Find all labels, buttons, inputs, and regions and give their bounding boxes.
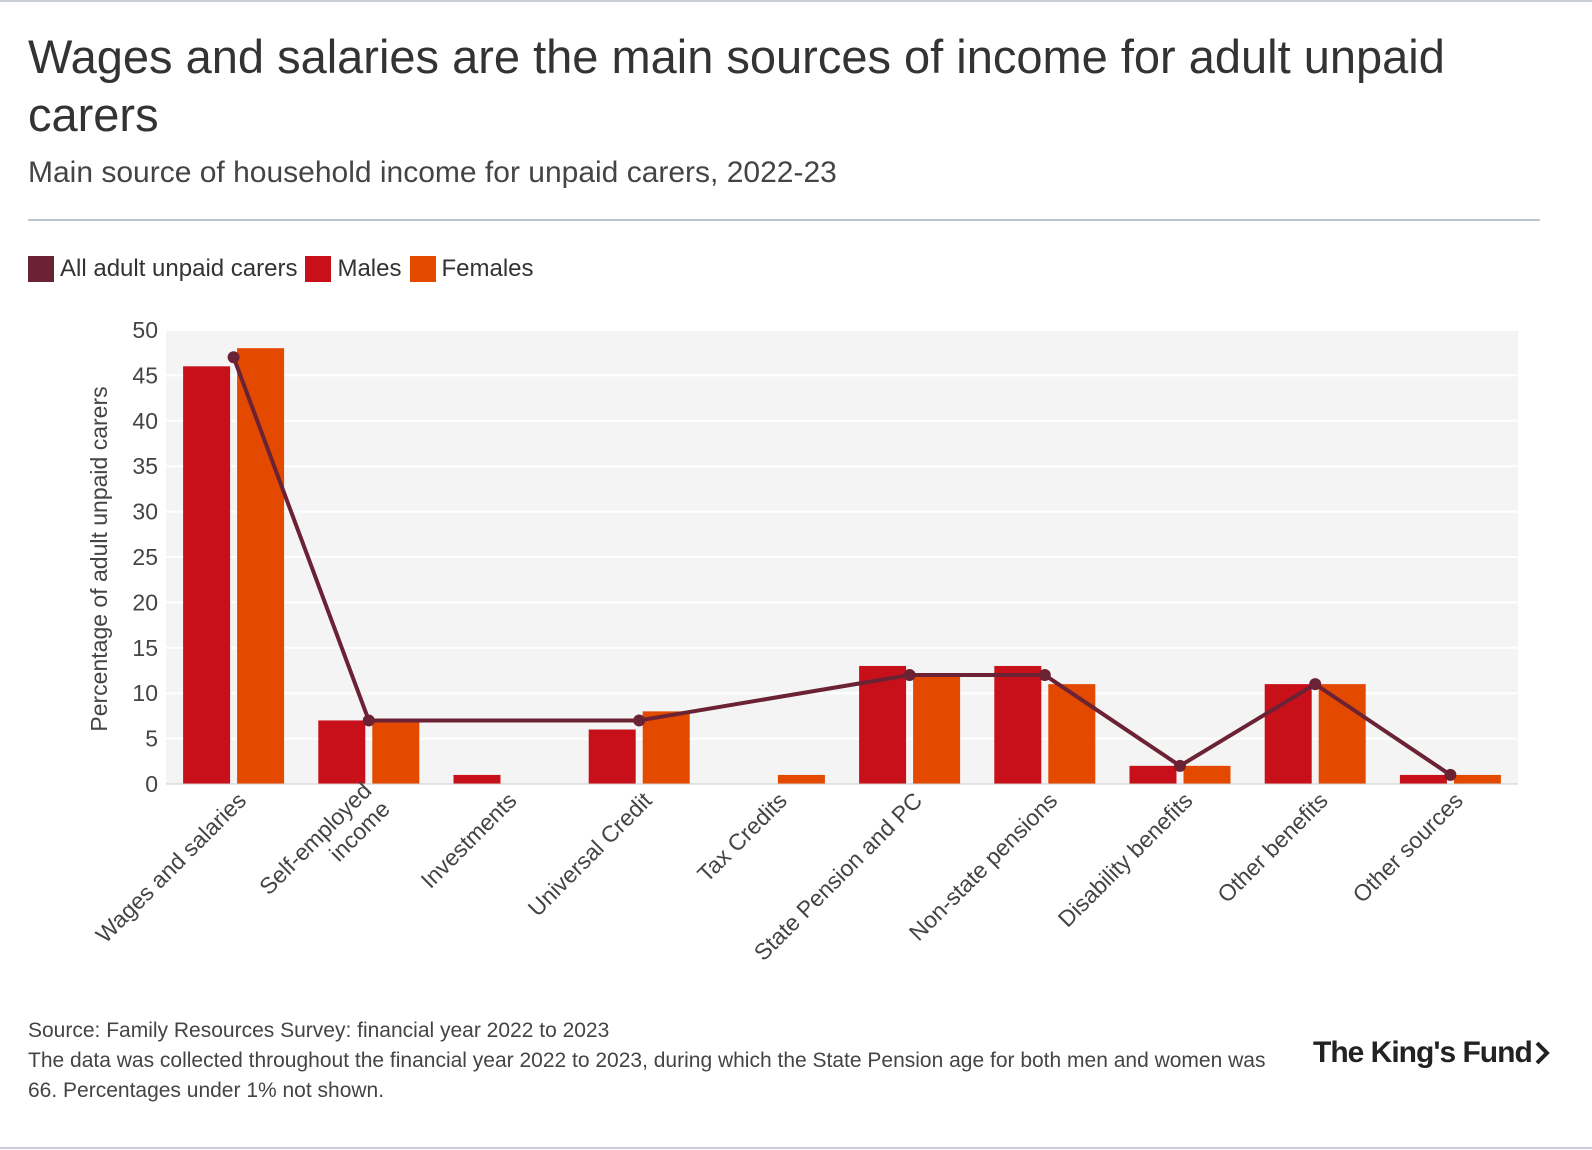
legend-item-males[interactable]: Males — [305, 255, 402, 283]
legend: All adult unpaid carers Males Females — [28, 253, 542, 285]
logo-chevron-icon — [1535, 1041, 1550, 1065]
y-tick-label: 50 — [132, 317, 158, 343]
kings-fund-logo: The King's Fund — [1313, 1036, 1550, 1070]
bar-females-7[interactable] — [1048, 684, 1096, 784]
legend-item-females[interactable]: Females — [409, 255, 534, 283]
bar-females-8[interactable] — [1183, 765, 1231, 784]
logo-text: The King's Fund — [1313, 1036, 1533, 1069]
y-tick-label: 20 — [132, 589, 158, 615]
bar-females-4[interactable] — [642, 711, 690, 784]
data-note: The data was collected throughout the fi… — [28, 1049, 1266, 1102]
x-tick-label: Other benefits — [1212, 787, 1333, 908]
bar-females-9[interactable] — [1318, 684, 1366, 784]
bar-females-5[interactable] — [777, 774, 825, 784]
bar-males-7[interactable] — [994, 665, 1042, 784]
bar-males-3[interactable] — [453, 774, 501, 784]
y-tick-label: 10 — [132, 680, 158, 706]
point-all-carers-6[interactable] — [1174, 759, 1186, 772]
x-tick-label: Other sources — [1347, 787, 1468, 908]
x-tick-label: Wages and salaries — [91, 787, 252, 948]
footer: Source: Family Resources Survey: financi… — [28, 1016, 1278, 1106]
line-all-carers — [231, 356, 1452, 777]
y-axis-label: Percentage of adult unpaid carers — [86, 386, 112, 731]
y-tick-label: 35 — [132, 453, 158, 479]
bar-females-1[interactable] — [237, 348, 285, 784]
bar-females-6[interactable] — [913, 675, 961, 784]
legend-label-all: All adult unpaid carers — [60, 255, 298, 282]
y-tick-label: 5 — [145, 726, 158, 752]
bar-chart: 0 5 10 15 20 25 30 35 40 45 50 Percentage of adult … — [86, 317, 1518, 966]
bar-males-10[interactable] — [1399, 774, 1447, 784]
bar-males-2[interactable] — [318, 720, 366, 784]
legend-swatch-all — [28, 256, 54, 282]
y-tick-label: 45 — [132, 362, 158, 388]
y-tick-label: 0 — [145, 771, 158, 797]
legend-swatch-males — [305, 256, 332, 282]
point-all-carers-2[interactable] — [362, 714, 375, 727]
x-tick-label: Disability benefits — [1053, 787, 1198, 932]
x-tick-label: Universal Credit — [523, 787, 658, 922]
y-tick-label: 15 — [132, 635, 158, 661]
x-tick-label: Non-state pensions — [904, 787, 1063, 946]
bar-males-6[interactable] — [859, 665, 907, 784]
bar-males-4[interactable] — [588, 729, 636, 784]
point-all-carers-8[interactable] — [1444, 768, 1457, 781]
legend-item-all[interactable]: All adult unpaid carers — [28, 255, 297, 283]
chart-subtitle: Main source of household income for unpa… — [28, 156, 837, 189]
bar-females-2[interactable] — [372, 720, 420, 784]
x-tick-label: Tax Credits — [692, 787, 792, 887]
bar-males-8[interactable] — [1129, 765, 1177, 784]
y-tick-label: 25 — [132, 544, 158, 570]
bar-females-10[interactable] — [1453, 774, 1501, 784]
legend-label-males: Males — [337, 255, 402, 282]
chart-title: Wages and salaries are the main sources … — [28, 30, 1445, 141]
point-all-carers-1[interactable] — [227, 351, 240, 364]
point-all-carers-7[interactable] — [1309, 678, 1322, 691]
y-tick-label: 40 — [132, 408, 158, 434]
legend-swatch-females — [409, 256, 436, 282]
bottom-rule — [0, 1147, 1592, 1149]
bar-males-1[interactable] — [183, 366, 231, 784]
x-tick-label: Self-employedincome — [254, 777, 395, 918]
y-tick-label: 30 — [132, 499, 158, 525]
point-all-carers-5[interactable] — [1038, 669, 1051, 682]
point-all-carers-4[interactable] — [903, 669, 916, 682]
header-divider — [28, 219, 1540, 221]
top-rule — [0, 0, 1592, 2]
x-tick-label: Investments — [415, 787, 521, 893]
source-note: Source: Family Resources Survey: financi… — [28, 1019, 610, 1042]
legend-label-females: Females — [441, 255, 534, 282]
point-all-carers-3[interactable] — [633, 714, 646, 727]
